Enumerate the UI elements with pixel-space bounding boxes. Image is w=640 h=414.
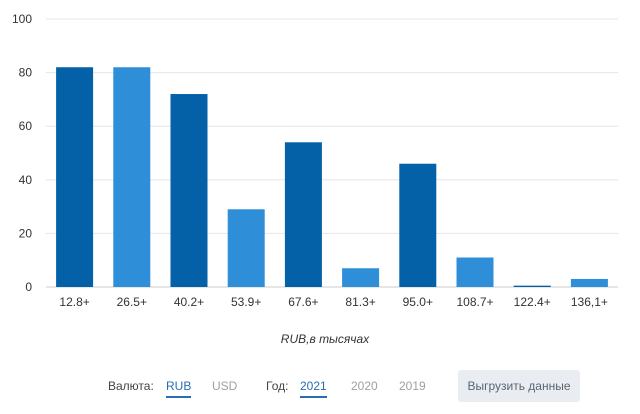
bar[interactable] <box>113 67 151 288</box>
year-option-2020[interactable]: 2020 <box>351 379 378 393</box>
x-tick-label: 26.5+ <box>117 295 147 309</box>
bar[interactable] <box>170 94 208 287</box>
y-tick-label: 20 <box>19 226 33 240</box>
bar[interactable] <box>513 285 551 287</box>
y-tick-label: 80 <box>19 66 33 80</box>
x-tick-label: 40.2+ <box>174 295 204 309</box>
bar[interactable] <box>227 209 265 287</box>
year-option-2021[interactable]: 2021 <box>300 378 327 398</box>
bar[interactable] <box>399 163 437 287</box>
bar[interactable] <box>570 278 608 287</box>
bar[interactable] <box>456 257 494 287</box>
y-axis-ticks: 0 20 40 60 80 100 <box>12 12 32 294</box>
y-tick-label: 100 <box>12 12 32 26</box>
x-tick-label: 81.3+ <box>345 295 375 309</box>
year-option-2019[interactable]: 2019 <box>399 379 426 393</box>
x-tick-label: 122.4+ <box>514 295 551 309</box>
x-tick-label: 53.9+ <box>231 295 261 309</box>
bar[interactable] <box>284 142 322 287</box>
year-label: Год: <box>266 379 289 393</box>
bar[interactable] <box>56 67 94 288</box>
currency-label: Валюта: <box>108 379 154 393</box>
export-data-button[interactable]: Выгрузить данные <box>458 370 580 402</box>
y-tick-label: 40 <box>19 173 33 187</box>
y-tick-label: 60 <box>19 119 33 133</box>
bars <box>56 67 608 288</box>
x-tick-label: 12.8+ <box>59 295 89 309</box>
x-axis-label: RUB,в тысячах <box>281 332 370 346</box>
chart-controls: Валюта: RUB USD Год: 2021 2020 2019 Выгр… <box>0 366 640 406</box>
x-tick-label: 67.6+ <box>288 295 318 309</box>
currency-option-rub[interactable]: RUB <box>166 378 192 398</box>
histogram-chart: 0 20 40 60 80 100 12.8+ 26.5+ 40.2+ 53.9+ 67.6+ 81… <box>12 12 618 346</box>
x-tick-label: 95.0+ <box>403 295 433 309</box>
x-tick-label: 136,1+ <box>571 295 608 309</box>
x-axis-ticks: 12.8+ 26.5+ 40.2+ 53.9+ 67.6+ 81.3+ 95.0+ 108.7… <box>59 295 608 309</box>
bar[interactable] <box>342 268 380 287</box>
currency-option-usd[interactable]: USD <box>212 379 238 393</box>
y-tick-label: 0 <box>25 280 32 294</box>
x-tick-label: 108.7+ <box>456 295 493 309</box>
